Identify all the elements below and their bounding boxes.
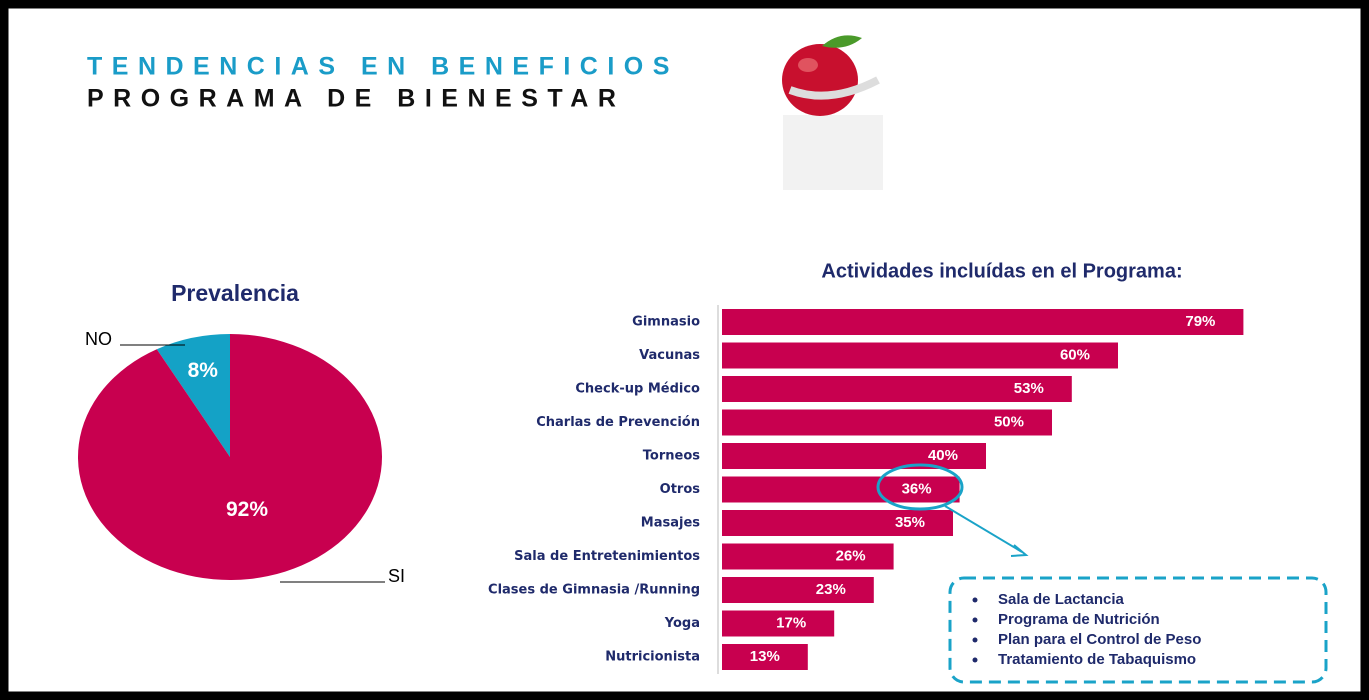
bar-value-label: 17%	[776, 614, 806, 631]
pie: 8% NO 92% SI	[78, 329, 405, 586]
bar	[722, 309, 1243, 335]
bar-value-label: 26%	[836, 547, 866, 564]
bar-value-label: 50%	[994, 413, 1024, 430]
category-label: Yoga	[664, 616, 700, 631]
bullet	[973, 638, 978, 643]
callout-item: Plan para el Control de Peso	[998, 631, 1201, 648]
slide: TENDENCIAS EN BENEFICIOS PROGRAMA DE BIE…	[0, 0, 1369, 700]
pie-category-label: NO	[85, 329, 112, 349]
callout-list: Sala de Lactancia Programa de Nutrición Pl…	[973, 591, 1202, 668]
bar	[722, 544, 894, 570]
bar-title: Actividades incluídas en el Programa:	[821, 260, 1182, 282]
category-label: Otros	[660, 482, 701, 497]
apple-icon	[782, 35, 883, 190]
category-label: Sala de Entretenimientos	[514, 549, 700, 564]
category-label: Clases de Gimnasia /Running	[488, 583, 700, 598]
pie-value-label: 92%	[226, 498, 268, 521]
pie-title: Prevalencia	[171, 280, 299, 306]
header-title: TENDENCIAS EN BENEFICIOS	[87, 53, 679, 81]
bullet	[973, 658, 978, 663]
pie-category-label: SI	[388, 566, 405, 586]
callout-item: Programa de Nutrición	[998, 611, 1160, 628]
category-label: Gimnasio	[632, 315, 700, 330]
category-label: Vacunas	[639, 348, 700, 363]
category-label: Nutricionista	[605, 650, 700, 665]
bar-value-label: 23%	[816, 581, 846, 598]
bar-value-label: 35%	[895, 514, 925, 531]
bar-value-label: 53%	[1014, 380, 1044, 397]
bullet	[973, 618, 978, 623]
pie-value-label: 8%	[188, 359, 219, 382]
bar-value-label: 79%	[1185, 313, 1215, 330]
category-label: Masajes	[641, 516, 700, 531]
bar	[722, 343, 1118, 369]
bar	[722, 577, 874, 603]
category-label: Check-up Médico	[575, 382, 700, 397]
category-label: Charlas de Prevención	[536, 415, 700, 430]
category-label: Torneos	[643, 449, 700, 464]
bar-value-label: 36%	[902, 480, 932, 497]
callout-item: Tratamiento de Tabaquismo	[998, 651, 1196, 668]
bullet	[973, 598, 978, 603]
bar-value-label: 40%	[928, 447, 958, 464]
callout-item: Sala de Lactancia	[998, 591, 1125, 608]
header-subtitle: PROGRAMA DE BIENESTAR	[87, 85, 625, 113]
callout-arrow	[945, 506, 1022, 552]
bar-value-label: 60%	[1060, 346, 1090, 363]
bar-value-label: 13%	[750, 648, 780, 665]
